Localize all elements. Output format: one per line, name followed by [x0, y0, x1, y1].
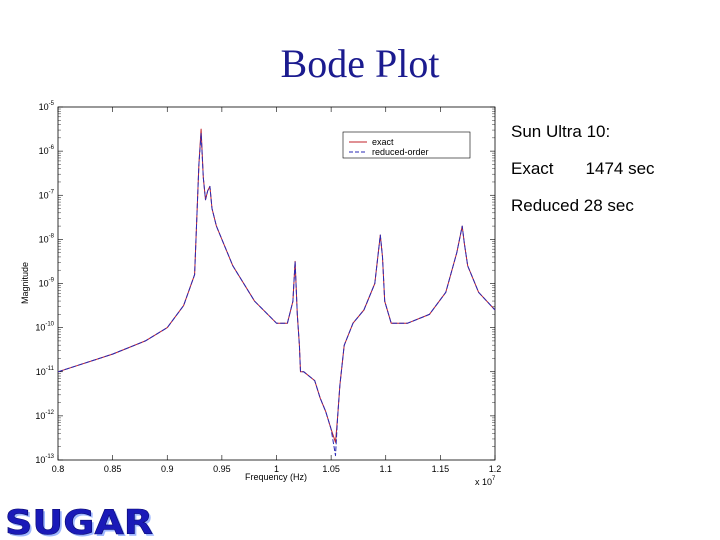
x-tick-label: 0.8: [52, 464, 65, 474]
x-tick-label: 1.1: [379, 464, 392, 474]
x-tick-label: 1: [274, 464, 279, 474]
legend-box: [342, 131, 471, 159]
sugar-logo-text: SUGAR: [5, 503, 153, 540]
y-tick-label: 10-6: [39, 145, 55, 156]
y-tick-label: 10-11: [36, 366, 55, 377]
x-axis-label: Frequency (Hz): [245, 472, 307, 482]
x-tick-label: 0.85: [104, 464, 122, 474]
exact-line: Exact 1474 sec: [511, 159, 655, 196]
y-tick-label: 10-7: [39, 189, 55, 200]
y-tick-label: 10-13: [35, 454, 54, 465]
sugar-logo: SUGAR SUGAR: [5, 503, 155, 540]
exact-label: Exact: [511, 159, 554, 178]
y-axis-label: Magnitude: [20, 262, 30, 304]
reduced-line: Reduced 28 sec: [511, 196, 655, 233]
legend-label-reduced: reduced-order: [372, 147, 429, 157]
x-tick-label: 1.05: [322, 464, 340, 474]
series-line-reduced-order: [57, 133, 496, 457]
machine-line: Sun Ultra 10:: [511, 122, 655, 159]
bode-plot: 10-5 10-6 10-7 10-8 10-9 10-10 10-11 10-12 10-13…: [20, 101, 502, 487]
series-layer: [57, 128, 496, 457]
legend-label-exact: exact: [372, 137, 394, 147]
x-axis-multiplier: x 107: [475, 476, 496, 487]
x-tick-label: 0.9: [161, 464, 174, 474]
legend: exact reduced-order: [342, 131, 471, 159]
slide-title: Bode Plot: [280, 41, 440, 86]
timing-notes: Sun Ultra 10: Exact 1474 sec Reduced 28 s…: [511, 122, 655, 233]
y-tick-label: 10-10: [35, 322, 54, 333]
x-tick-label: 0.95: [213, 464, 231, 474]
x-tick-label: 1.15: [432, 464, 450, 474]
y-tick-label: 10-5: [39, 101, 55, 112]
reduced-text: Reduced 28 sec: [511, 196, 634, 215]
plot-frame: [57, 106, 496, 461]
x-tick-label: 1.2: [489, 464, 502, 474]
x-axis-ticks: 0.8 0.85 0.9 0.95 1 1.05 1.1 1.15 1.2: [52, 107, 502, 474]
exact-time: 1474 sec: [585, 159, 655, 178]
x-multiplier-label: x 107: [475, 476, 496, 487]
y-tick-label: 10-12: [35, 410, 54, 421]
y-tick-label: 10-9: [39, 278, 55, 289]
y-axis-ticks: 10-5 10-6 10-7 10-8 10-9 10-10 10-11 10-12 10-13: [35, 101, 495, 465]
machine-label: Sun Ultra 10:: [511, 122, 611, 141]
sugar-logo-shadow: SUGAR: [7, 505, 155, 540]
y-tick-label: 10-8: [39, 233, 55, 244]
